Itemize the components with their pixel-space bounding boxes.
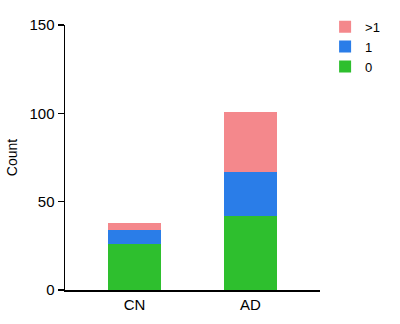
svg-text:100: 100 [29,105,54,122]
svg-text:0: 0 [46,281,54,298]
svg-text:Count: Count [4,139,20,176]
svg-text:>1: >1 [365,20,380,35]
svg-text:AD: AD [240,296,261,313]
svg-text:50: 50 [38,193,55,210]
svg-text:1: 1 [365,40,372,55]
svg-text:0: 0 [365,60,372,75]
svg-text:CN: CN [124,296,146,313]
svg-text:150: 150 [29,16,54,33]
